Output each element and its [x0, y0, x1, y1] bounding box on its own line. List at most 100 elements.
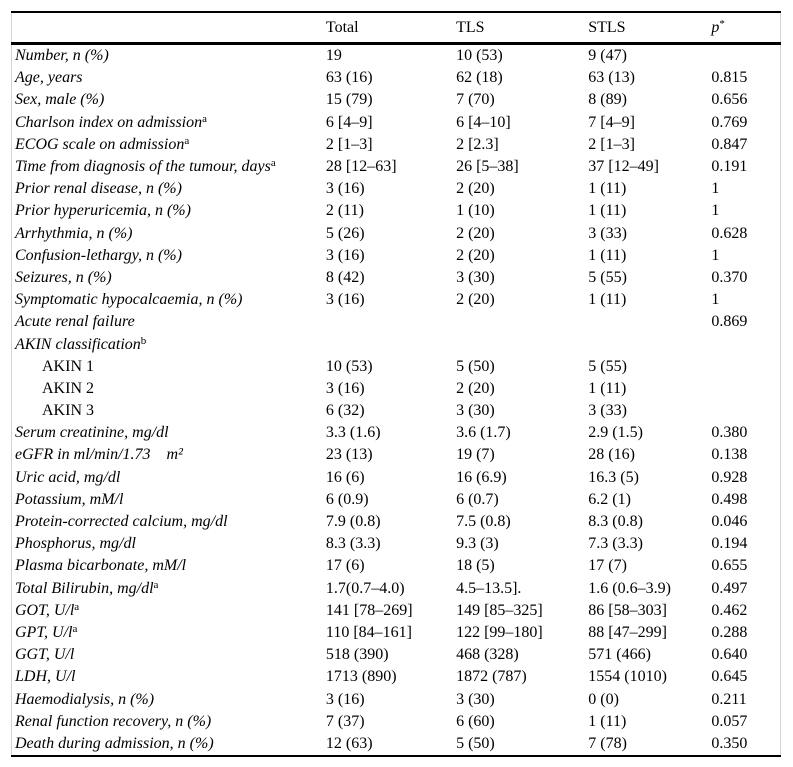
- cell-p: 0.288: [711, 623, 748, 641]
- cell-tls: 5 (50): [456, 734, 495, 752]
- row-label-text: Number, n (%): [15, 47, 109, 65]
- table-row: Plasma bicarbonate, mM/l 17 (6) 18 (5) 1…: [12, 555, 781, 577]
- row-label: Uric acid, mg/dl: [12, 467, 326, 489]
- cell-stls: 0 (0): [588, 690, 619, 708]
- table-row: AKIN classificationb: [12, 333, 781, 355]
- cell-p: 0.498: [711, 490, 748, 508]
- cell-p: 0.628: [711, 224, 748, 242]
- cell-p: 1: [711, 291, 720, 309]
- cell-stls: [588, 333, 711, 355]
- cell-tls: 7 (70): [456, 91, 495, 109]
- column-header-tls: TLS: [456, 12, 589, 45]
- row-label-text: Arrhythmia, n (%): [15, 224, 133, 242]
- cell-tls: 2 (20): [456, 180, 495, 198]
- row-label-text: Prior renal disease, n (%): [15, 180, 182, 198]
- table-row: Confusion-lethargy, n (%) 3 (16) 2 (20) …: [12, 245, 781, 267]
- cell-total: 19: [325, 47, 342, 65]
- row-label: Plasma bicarbonate, mM/l: [12, 555, 326, 577]
- row-label: GOT, U/la: [12, 600, 326, 622]
- cell-tls: 16 (6.9): [456, 468, 507, 486]
- cell-total: [326, 333, 456, 355]
- row-label-text: GOT, U/l: [15, 601, 75, 619]
- cell-tls: 2 (20): [456, 246, 495, 264]
- cell-tls: 122 [99–180]: [456, 623, 543, 641]
- row-label: Sex, male (%): [12, 89, 326, 111]
- cell-total: 3 (16): [325, 690, 365, 708]
- table-row: Number, n (%) 19 10 (53) 9 (47): [12, 44, 781, 68]
- cell-tls: 2 (20): [456, 291, 495, 309]
- cell-total: 518 (390): [325, 646, 389, 664]
- row-label-text: Phosphorus, mg/dl: [15, 535, 136, 553]
- cell-total: 141 [78–269]: [325, 601, 413, 619]
- row-label-superscript: a: [202, 112, 208, 125]
- row-label: Protein-corrected calcium, mg/dl: [12, 511, 326, 533]
- row-label-text: Plasma bicarbonate, mM/l: [15, 557, 187, 575]
- row-label: Number, n (%): [12, 44, 326, 68]
- table-row: AKIN 2 3 (16) 2 (20) 1 (11): [12, 378, 781, 400]
- cell-p: 0.847: [711, 135, 748, 153]
- cell-stls: 1 (11): [588, 202, 627, 220]
- cell-stls: 28 (16): [588, 446, 635, 464]
- cell-stls: 1 (11): [588, 712, 627, 730]
- table-row: Charlson index on admissiona 6 [4–9] 6 […: [12, 112, 781, 134]
- cell-stls: 8 (89): [588, 91, 627, 109]
- table-row: Death during admission, n (%) 12 (63) 5 …: [12, 733, 781, 756]
- cell-stls: 7 (78): [588, 734, 627, 752]
- row-label: Symptomatic hypocalcaemia, n (%): [12, 289, 326, 311]
- row-label-text: Protein-corrected calcium, mg/dl: [15, 513, 228, 531]
- table-row: ECOG scale on admissiona 2 [1–3] 2 [2.3]…: [12, 134, 781, 156]
- p-header-asterisk: *: [719, 17, 725, 30]
- row-label-superscript: a: [270, 157, 276, 170]
- cell-stls: 2.9 (1.5): [588, 424, 643, 442]
- cell-total: 6 (0.9): [325, 490, 369, 508]
- cell-p: [711, 356, 780, 378]
- row-label-superscript: a: [74, 600, 80, 613]
- cell-tls: 2 [2.3]: [456, 135, 499, 153]
- row-label-text: Total Bilirubin, mg/dl: [15, 579, 154, 597]
- cell-p: 0.815: [711, 69, 748, 87]
- cell-p: 0.656: [711, 91, 748, 109]
- row-label-text: Death during admission, n (%): [15, 734, 214, 752]
- table-row: LDH, U/l 1713 (890) 1872 (787) 1554 (101…: [12, 666, 781, 688]
- row-label-superscript: a: [153, 578, 159, 591]
- table-row: Renal function recovery, n (%) 7 (37) 6 …: [12, 711, 781, 733]
- column-header-stls: STLS: [588, 12, 712, 45]
- row-label-superscript: a: [184, 134, 190, 147]
- cell-stls: 1 (11): [588, 246, 627, 264]
- row-label: Phosphorus, mg/dl: [12, 533, 326, 555]
- row-label-text: GPT, U/l: [15, 623, 73, 641]
- cell-tls: 9.3 (3): [456, 535, 499, 553]
- row-label: eGFR in ml/min/1.73 m²: [12, 444, 326, 466]
- cell-total: 15 (79): [325, 91, 373, 109]
- table-row: Potassium, mM/l 6 (0.9) 6 (0.7) 6.2 (1) …: [12, 489, 781, 511]
- cell-total: 5 (26): [325, 224, 365, 242]
- cell-p: 0.928: [711, 468, 748, 486]
- table-row: GPT, U/la 110 [84–161] 122 [99–180] 88 […: [12, 622, 781, 644]
- cell-p: 1: [711, 180, 720, 198]
- cell-tls: [456, 333, 588, 355]
- row-label-superscript: a: [72, 622, 78, 635]
- cell-tls: 2 (20): [456, 379, 495, 397]
- cell-stls: 5 (55): [588, 268, 627, 286]
- cell-p: 0.769: [711, 113, 748, 131]
- cell-tls: 6 (0.7): [456, 490, 499, 508]
- cell-stls: 1 (11): [588, 291, 627, 309]
- cell-total: 8.3 (3.3): [325, 535, 381, 553]
- cell-stls: 37 [12–49]: [588, 158, 659, 176]
- row-label-text: Age, years: [15, 69, 83, 87]
- row-label-text: eGFR in ml/min/1.73 m²: [15, 446, 183, 464]
- cell-stls: 86 [58–303]: [588, 601, 667, 619]
- table-row: Age, years 63 (16) 62 (18) 63 (13) 0.815: [12, 67, 781, 89]
- table-row: GOT, U/la 141 [78–269] 149 [85–325] 86 […: [12, 600, 781, 622]
- cell-total: 1713 (890): [325, 668, 397, 686]
- column-header-variable: [11, 12, 326, 45]
- row-label-text: Sex, male (%): [15, 91, 105, 109]
- row-label: Haemodialysis, n (%): [12, 688, 326, 710]
- row-label: Acute renal failure: [12, 311, 326, 333]
- cell-total: 16 (6): [325, 468, 365, 486]
- cell-total: 12 (63): [325, 734, 373, 752]
- cell-tls: 10 (53): [456, 47, 503, 65]
- row-label: Total Bilirubin, mg/dla: [12, 578, 326, 600]
- cell-p: 0.640: [711, 646, 748, 664]
